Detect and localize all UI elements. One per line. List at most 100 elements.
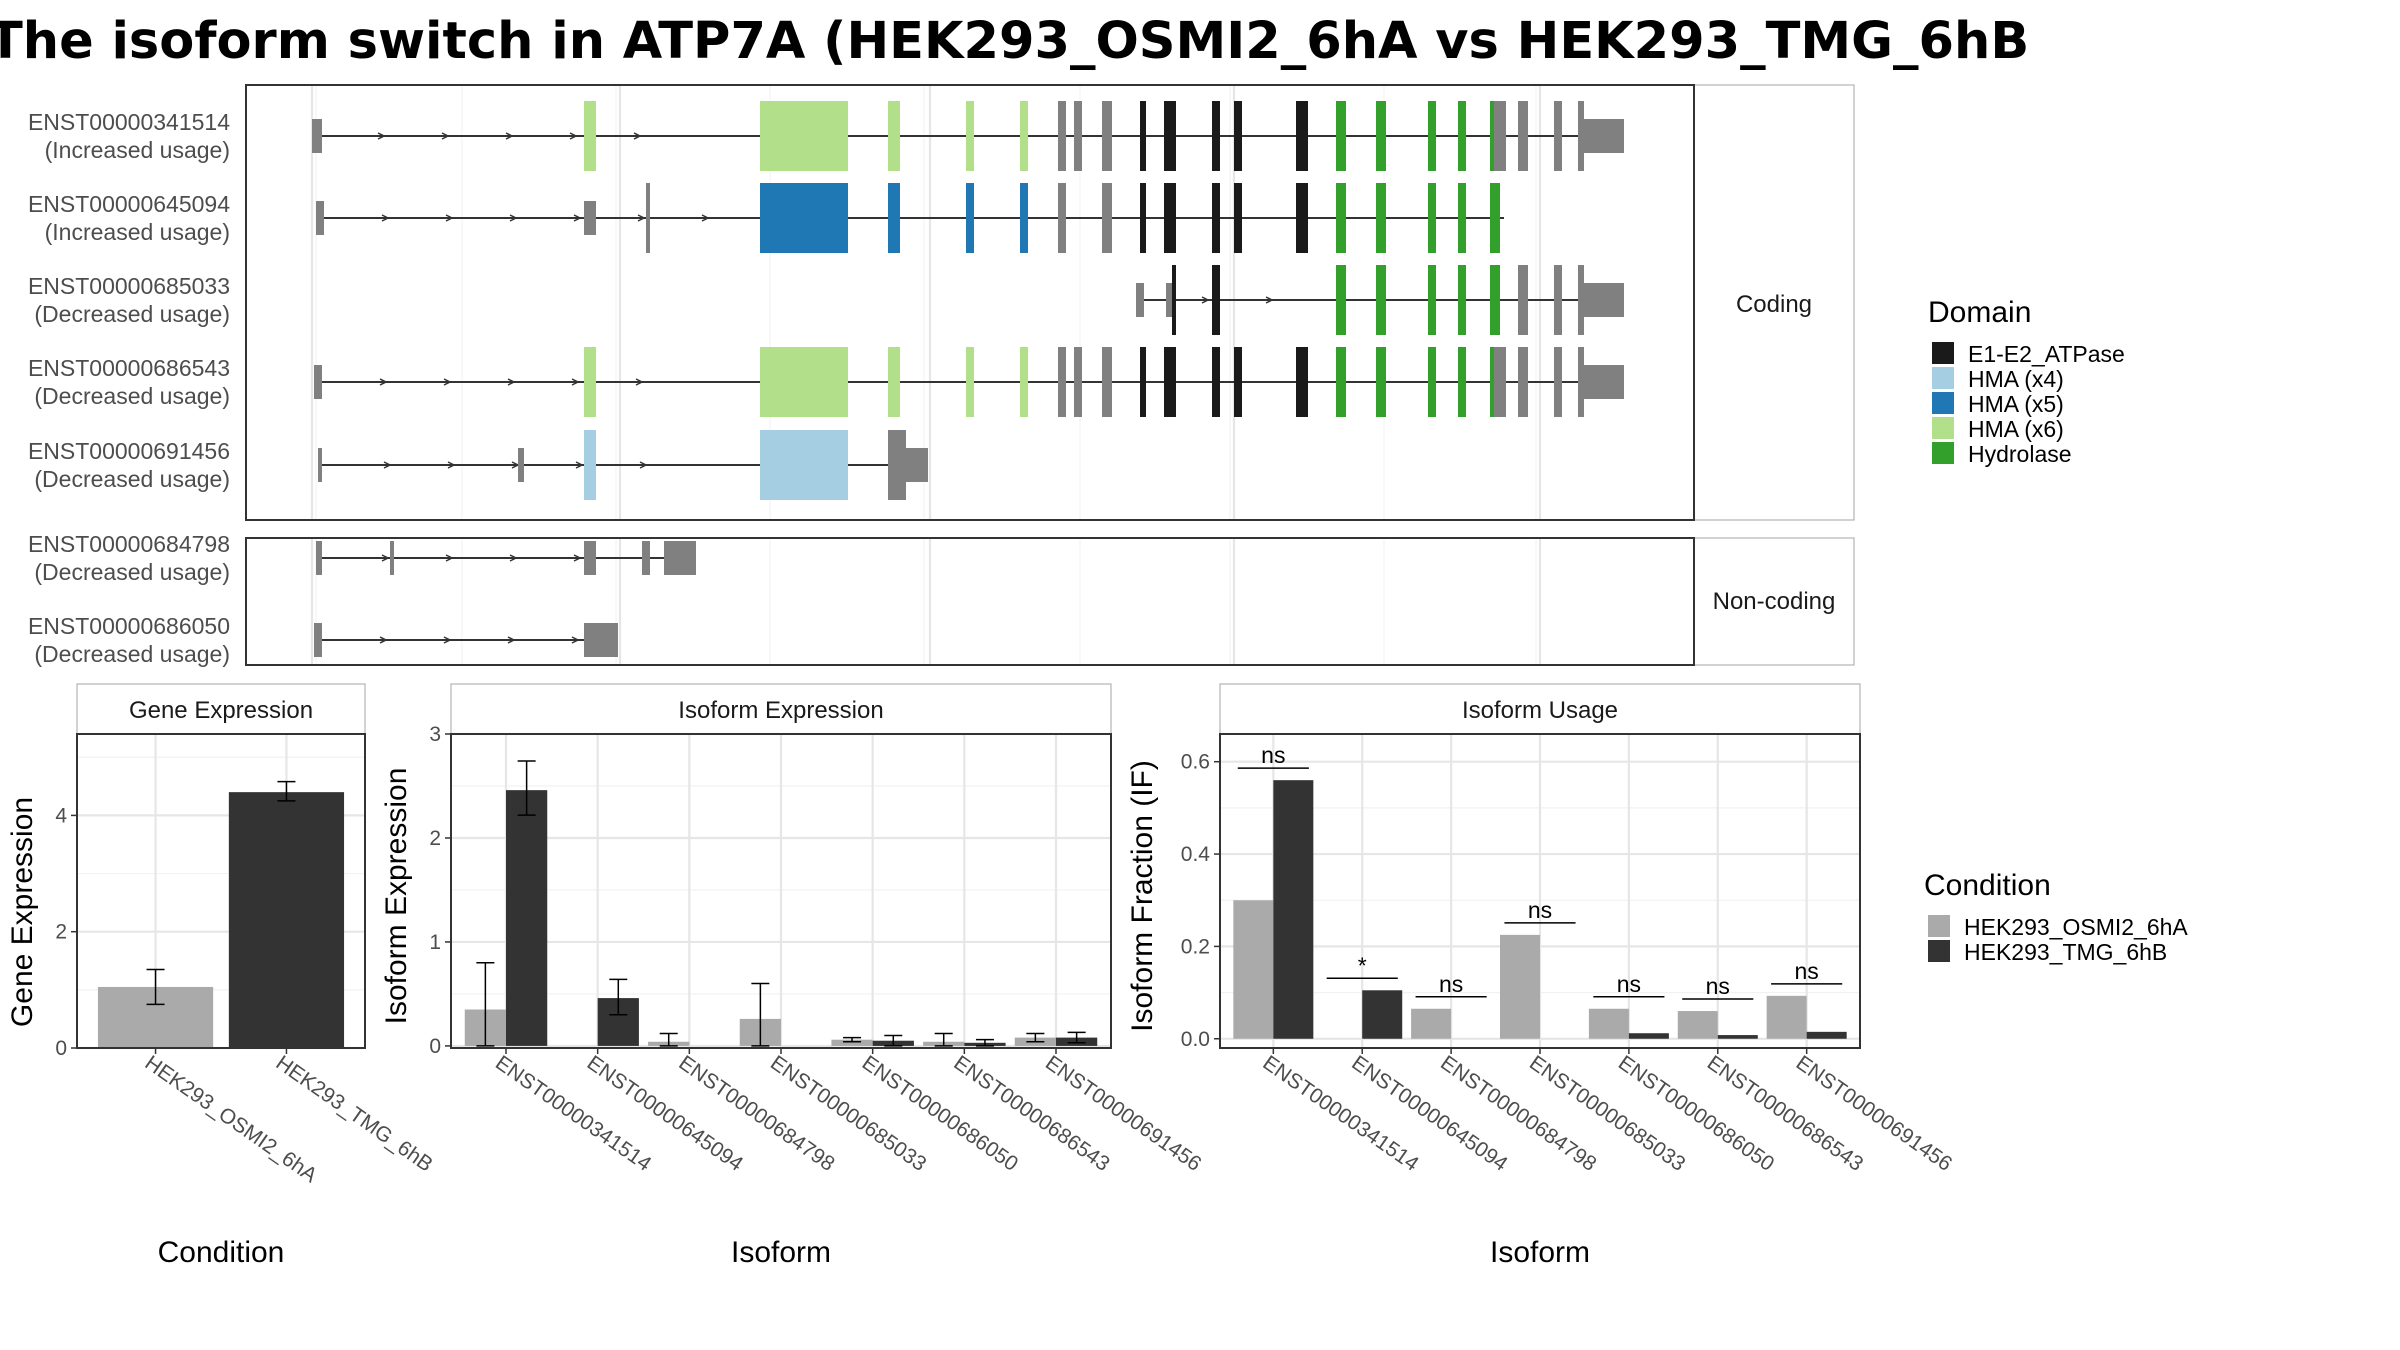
isoform-expression-chart: Isoform Expression 0123ENST00000341514EN… <box>380 683 1205 1269</box>
domain-block-hydrolase <box>1376 347 1386 417</box>
error-bar <box>146 968 165 1006</box>
domain-block-hydrolase <box>1490 183 1500 253</box>
domain-block-hydrolase <box>1336 265 1346 335</box>
bar <box>1628 1033 1669 1039</box>
x-tick-label: ENST00000685033 <box>1525 1051 1689 1176</box>
domain-block-hma-x5- <box>760 183 848 253</box>
domain-block-e1-e2-atpase <box>1296 347 1308 417</box>
transcript-id-label: ENST00000685033 <box>28 273 230 299</box>
error-bar <box>609 978 628 1016</box>
coding-facet-strip <box>1693 84 1855 521</box>
domain-block-hma-x6- <box>584 347 596 417</box>
legend-swatch-osmi2 <box>1928 915 1950 937</box>
domain-block-hydrolase <box>1428 265 1436 335</box>
domain-block-e1-e2-atpase <box>1140 347 1146 417</box>
domain-block-e1-e2-atpase <box>1164 183 1176 253</box>
exon-block <box>1102 347 1112 417</box>
exon-block <box>1494 347 1506 417</box>
exon-block <box>1102 101 1112 171</box>
strand-arrow <box>379 378 388 386</box>
transcript-usage-label: (Decreased usage) <box>34 641 230 667</box>
exon-block <box>1584 283 1624 317</box>
exon-block <box>390 541 394 575</box>
bar <box>1273 780 1314 1039</box>
transcript-structure-panel: Coding Non-coding ENST00000341514(Increa… <box>28 84 1855 667</box>
error-bar <box>843 1036 862 1043</box>
bar <box>228 792 345 1048</box>
strand-arrow <box>381 214 390 222</box>
x-tick-label: ENST00000691456 <box>1792 1051 1956 1176</box>
significance-label: * <box>1358 952 1367 978</box>
x-tick-label: ENST00000686543 <box>1703 1051 1867 1176</box>
domain-block-hma-x6- <box>760 101 848 171</box>
bar <box>1362 990 1403 1039</box>
transcript-id-label: ENST00000686543 <box>28 355 230 381</box>
domain-block-e1-e2-atpase <box>1234 101 1242 171</box>
transcript-id-label: ENST00000691456 <box>28 438 230 464</box>
domain-legend-title: Domain <box>1928 296 2031 329</box>
bar <box>1717 1035 1758 1039</box>
strand-arrow <box>637 214 646 222</box>
x-tick-label: ENST00000684798 <box>1436 1051 1600 1176</box>
transcript-row-ENST00000685033 <box>1136 265 1624 335</box>
legend-swatch-hydrolase <box>1932 442 1954 464</box>
domain-block-e1-e2-atpase <box>1164 101 1176 171</box>
bar <box>1233 900 1274 1039</box>
exon-block <box>1074 101 1082 171</box>
domain-block-hydrolase <box>1458 183 1466 253</box>
domain-block-hma-x5- <box>966 183 974 253</box>
transcript-id-label: ENST00000686050 <box>28 613 230 639</box>
domain-block-hydrolase <box>1490 265 1500 335</box>
x-tick-label: ENST00000686543 <box>949 1051 1113 1176</box>
isoform-usage-x-axis-title: Isoform <box>1490 1236 1590 1269</box>
exon-block <box>1518 101 1528 171</box>
y-tick-label: 4 <box>55 804 67 827</box>
exon-block <box>1102 183 1112 253</box>
strand-arrow <box>571 636 580 644</box>
exon-block <box>316 201 324 235</box>
exon-block <box>1554 347 1562 417</box>
isoform-expression-panel-title: Isoform Expression <box>678 697 883 724</box>
exon-block <box>1578 347 1584 417</box>
strand-arrow <box>507 636 516 644</box>
strand-arrow <box>383 461 392 469</box>
coding-facet-label: Coding <box>1736 291 1812 318</box>
bar <box>1806 1031 1847 1039</box>
legend-label-hydrolase: Hydrolase <box>1968 441 2072 467</box>
exon-block <box>1518 265 1528 335</box>
significance-label: ns <box>1795 958 1819 984</box>
domain-block-e1-e2-atpase <box>1164 347 1176 417</box>
domain-block-hma-x6- <box>966 101 974 171</box>
y-tick-label: 1 <box>429 931 441 954</box>
transcript-id-label: ENST00000341514 <box>28 109 230 135</box>
gene-expression-chart: Gene Expression 024HEK293_OSMI2_6hAHEK29… <box>6 683 437 1269</box>
exon-block <box>1584 365 1624 399</box>
plot-border <box>76 733 366 1049</box>
domain-block-hydrolase <box>1458 265 1466 335</box>
transcript-id-label: ENST00000684798 <box>28 531 230 557</box>
exon-block <box>314 623 322 657</box>
isoform-usage-panel-title: Isoform Usage <box>1462 697 1618 724</box>
bar <box>831 1039 873 1046</box>
domain-block-hma-x4- <box>760 430 848 500</box>
transcript-row-ENST00000684798 <box>316 541 696 575</box>
legend-label-hma-x5: HMA (x5) <box>1968 391 2064 417</box>
strand-arrow <box>507 378 516 386</box>
domain-block-hydrolase <box>1428 347 1436 417</box>
bar <box>1766 995 1807 1039</box>
domain-block-hydrolase <box>1428 183 1436 253</box>
noncoding-panel-border <box>245 537 1695 666</box>
bar <box>1500 934 1540 1039</box>
strand-arrow <box>445 214 454 222</box>
gene-expression-y-axis-title: Gene Expression <box>6 797 39 1027</box>
x-tick-label: ENST00000686050 <box>858 1051 1022 1176</box>
noncoding-facet-label: Non-coding <box>1713 588 1836 615</box>
strand-arrow <box>509 554 518 562</box>
strand-arrow <box>443 636 452 644</box>
transcript-row-ENST00000341514 <box>312 101 1624 171</box>
domain-block-hma-x6- <box>888 347 900 417</box>
domain-block-hma-x5- <box>1020 183 1028 253</box>
transcript-usage-label: (Decreased usage) <box>34 383 230 409</box>
exon-block <box>1578 265 1584 335</box>
exon-block <box>888 430 906 500</box>
